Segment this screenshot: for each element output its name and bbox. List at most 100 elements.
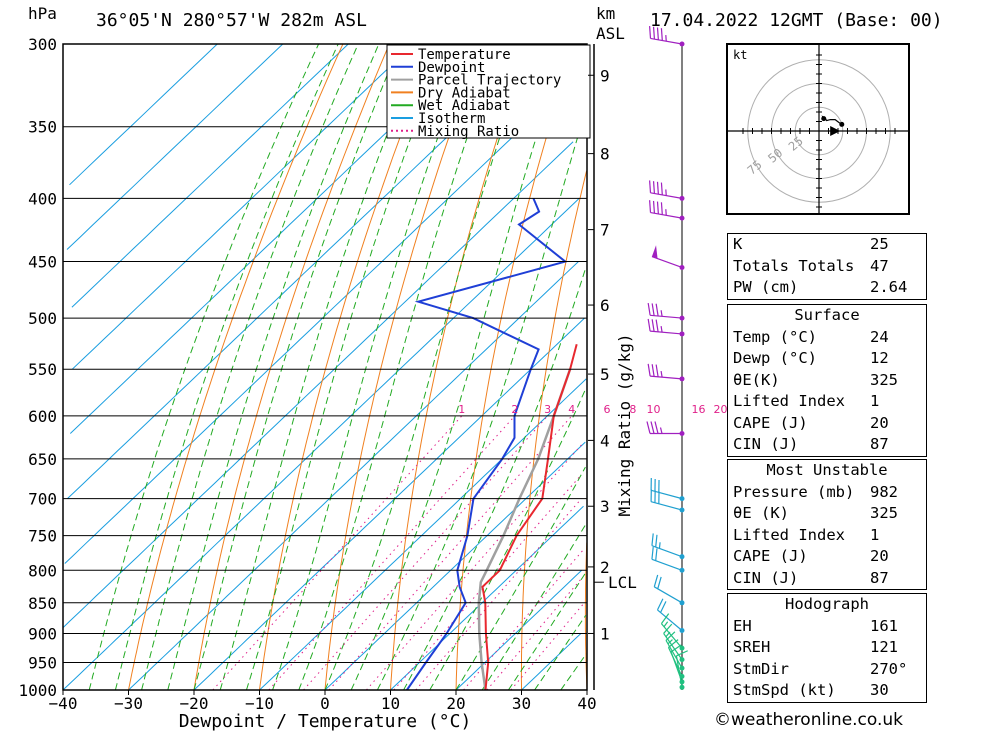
wind-barb bbox=[656, 598, 685, 633]
wind-barb bbox=[649, 180, 685, 201]
isotherm-line bbox=[63, 141, 574, 628]
wind-barb-half-feather bbox=[665, 631, 671, 638]
hodograph-end-dot bbox=[839, 121, 845, 127]
mu-row-theta-e: θE (K) 325 bbox=[733, 504, 898, 522]
wind-barb-full-feather bbox=[665, 631, 676, 641]
hodo-row-sreh: SREH 121 bbox=[733, 638, 898, 656]
wind-barb-full-feather bbox=[655, 548, 658, 561]
hodograph-start-dot bbox=[821, 116, 827, 122]
legend-entry-label: Temperature bbox=[418, 47, 511, 63]
isotherm-line bbox=[64, 78, 575, 564]
wind-barb bbox=[649, 26, 685, 47]
surface-row-theta-e: θE(K) 325 bbox=[733, 370, 898, 389]
wind-barb-half-feather bbox=[658, 542, 661, 549]
km-tick-label: 3 bbox=[600, 497, 610, 516]
pressure-tick-label: 600 bbox=[28, 407, 57, 426]
pressure-tick-label: 1000 bbox=[18, 681, 57, 700]
wind-barb bbox=[660, 613, 685, 651]
isotherm-line bbox=[63, 198, 580, 690]
km-tick-label: 4 bbox=[600, 431, 610, 450]
mixing-ratio-line bbox=[366, 441, 585, 690]
x-tick-label: −30 bbox=[114, 694, 143, 713]
wind-barb-full-feather bbox=[651, 319, 655, 332]
wind-barb-full-feather bbox=[660, 601, 667, 613]
surface-row-dewp: Dewp (°C) 12 bbox=[733, 349, 889, 367]
wind-barb-full-feather bbox=[668, 639, 679, 648]
hodo-row-eh: EH 161 bbox=[733, 616, 898, 635]
pressure-tick-label: 900 bbox=[28, 624, 57, 643]
pressure-tick-label: 400 bbox=[28, 189, 57, 208]
mixing-ratio-label: 4 bbox=[568, 403, 575, 416]
wind-barb-full-feather bbox=[660, 613, 670, 625]
x-axis-label: Dewpoint / Temperature (°C) bbox=[179, 711, 472, 732]
wind-barb-staff bbox=[650, 330, 683, 335]
x-tick-label: −10 bbox=[245, 694, 274, 713]
parcel-trajectory-line bbox=[477, 368, 572, 690]
wet-adiabat-line bbox=[272, 44, 473, 690]
wind-barb-full-feather bbox=[656, 27, 659, 40]
pressure-tick-label: 950 bbox=[28, 653, 57, 672]
wind-barb bbox=[665, 631, 685, 671]
wind-barb bbox=[651, 546, 685, 573]
wet-adiabat-line bbox=[88, 44, 320, 690]
mixing-ratio-label: 6 bbox=[604, 403, 611, 416]
km-tick-label: 8 bbox=[600, 145, 610, 164]
wind-barb-full-feather bbox=[654, 421, 659, 434]
wind-barb-full-feather bbox=[652, 181, 656, 194]
wet-adiabat-line bbox=[167, 44, 380, 690]
wind-barb-full-feather bbox=[676, 650, 688, 657]
wind-barb-full-feather bbox=[655, 364, 659, 377]
wind-barb-full-feather bbox=[652, 200, 656, 214]
wet-adiabat-line bbox=[403, 267, 587, 690]
wind-barb-staff bbox=[651, 545, 683, 558]
dry-adiabat-line bbox=[128, 44, 344, 690]
km-tick-label: 7 bbox=[600, 221, 610, 240]
wind-barb-full-feather bbox=[660, 182, 663, 195]
lcl-label: LCL bbox=[608, 573, 637, 592]
legend-entry-label: Mixing Ratio bbox=[418, 124, 519, 140]
mixing-ratio-axis-label: Mixing Ratio (g/kg) bbox=[615, 333, 634, 516]
wet-adiabat-line bbox=[114, 44, 339, 690]
wind-barb bbox=[675, 650, 688, 690]
pressure-tick-label: 500 bbox=[28, 309, 57, 328]
wind-barb-full-feather bbox=[652, 26, 656, 40]
wind-barb bbox=[647, 318, 685, 337]
wind-barb-full-feather bbox=[660, 202, 663, 215]
wind-barb-full-feather bbox=[651, 533, 654, 546]
wind-barb-staff bbox=[651, 255, 683, 269]
surface-row-cin: CIN (J) 87 bbox=[733, 435, 889, 453]
wind-barb-half-feather bbox=[663, 621, 669, 628]
wind-barb-staff bbox=[660, 623, 683, 649]
wet-adiabat-line bbox=[507, 573, 586, 690]
mixing-ratio-line bbox=[486, 576, 584, 690]
asl-unit-label: ASL bbox=[596, 24, 625, 43]
wind-barb-staff bbox=[650, 314, 683, 319]
wind-barb-staff bbox=[657, 609, 683, 631]
credit-link[interactable]: ©weatheronline.co.uk bbox=[714, 710, 904, 730]
wet-adiabat-line bbox=[141, 44, 359, 690]
hodograph-unit-label: kt bbox=[733, 48, 747, 62]
legend-entry-label: Wet Adiabat bbox=[418, 98, 511, 114]
wind-barb bbox=[649, 200, 685, 221]
wet-adiabat-line bbox=[376, 111, 586, 690]
pressure-tick-label: 550 bbox=[28, 360, 57, 379]
pressure-tick-label: 800 bbox=[28, 561, 57, 580]
wet-adiabat-line bbox=[219, 44, 424, 690]
most-unstable-indices-table: Most Unstable Pressure (mb) 982 θE (K) 325… bbox=[727, 459, 927, 590]
km-tick-label: 5 bbox=[600, 365, 610, 384]
km-tick-label: 6 bbox=[600, 296, 610, 315]
hodo-row-stmspd: StmSpd (kt) 30 bbox=[733, 681, 889, 699]
wind-barb-full-feather bbox=[649, 26, 652, 39]
surface-row-cape: CAPE (J) 20 bbox=[733, 413, 889, 432]
wet-adiabat-line bbox=[534, 615, 587, 690]
wet-adiabat-line bbox=[350, 44, 567, 690]
surface-indices-table: Surface Temp (°C) 24 Dewp (°C) 12 θE(K) 325… bbox=[727, 304, 927, 457]
wind-barb-flag bbox=[651, 245, 658, 259]
isotherm-line bbox=[128, 261, 579, 690]
wind-barb bbox=[653, 574, 685, 606]
isotherm-line bbox=[259, 378, 587, 690]
hodograph-indices-table: Hodograph EH 161 SREH 121 StmDir 270° StmSp… bbox=[727, 593, 927, 703]
x-tick-label: 30 bbox=[512, 694, 531, 713]
wet-adiabat-line bbox=[455, 466, 586, 690]
